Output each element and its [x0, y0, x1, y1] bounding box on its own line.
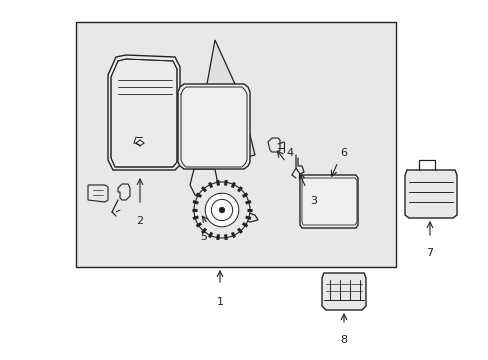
- Text: 4: 4: [286, 148, 293, 158]
- Circle shape: [194, 182, 249, 238]
- Text: 3: 3: [310, 196, 317, 206]
- Text: 6: 6: [340, 148, 347, 158]
- Polygon shape: [108, 55, 180, 170]
- Circle shape: [205, 193, 238, 227]
- Text: 1: 1: [216, 297, 223, 307]
- Circle shape: [211, 199, 232, 221]
- Polygon shape: [321, 273, 365, 310]
- Polygon shape: [118, 184, 130, 200]
- Circle shape: [219, 207, 224, 213]
- Polygon shape: [267, 138, 280, 152]
- Text: 5: 5: [200, 232, 207, 242]
- Text: 8: 8: [340, 335, 347, 345]
- Polygon shape: [190, 169, 258, 222]
- Polygon shape: [299, 175, 357, 228]
- Polygon shape: [178, 84, 249, 169]
- Text: 2: 2: [136, 216, 143, 226]
- Polygon shape: [200, 40, 254, 165]
- Bar: [76, 22, 395, 267]
- Polygon shape: [88, 185, 108, 202]
- Polygon shape: [404, 170, 456, 218]
- Text: 7: 7: [426, 248, 433, 258]
